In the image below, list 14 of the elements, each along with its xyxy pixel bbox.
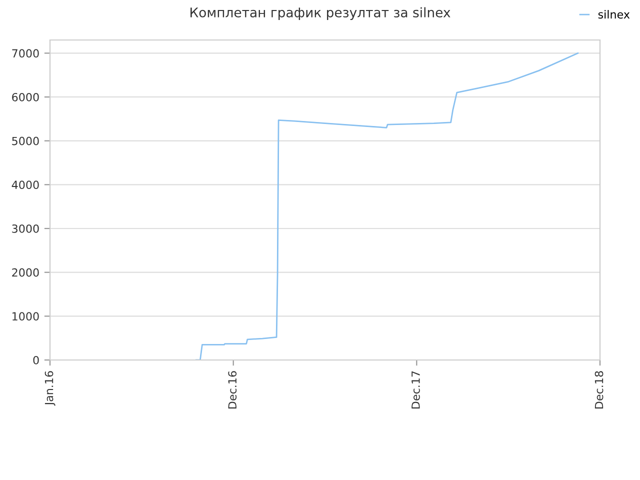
chart-title: Комплетан график резултат за silnex: [190, 7, 450, 20]
legend-label: silnex: [598, 10, 630, 19]
x-tick-label: Dec.18: [594, 371, 604, 408]
y-tick-label: 2000: [12, 268, 39, 277]
y-tick-label: 4000: [12, 180, 39, 190]
y-tick-label: 6000: [12, 92, 39, 102]
x-tick-label: Dec.17: [412, 371, 420, 408]
y-tick-label: 1000: [12, 312, 39, 321]
y-tick-label: 3000: [12, 224, 39, 233]
y-tick-label: 0: [33, 356, 39, 364]
y-tick-label: 7000: [12, 49, 39, 58]
x-tick-label: Jan.16: [44, 371, 56, 406]
y-tick-label: 5000: [12, 136, 39, 146]
x-tick-label: Dec.16: [228, 371, 237, 408]
